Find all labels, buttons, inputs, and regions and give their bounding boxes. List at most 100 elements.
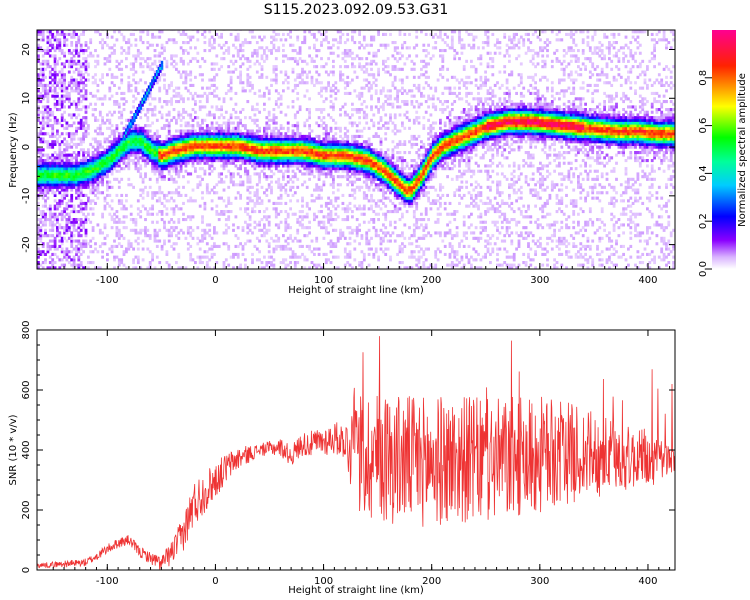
spectrogram-cell [336, 266, 340, 269]
spectrogram-cell [53, 121, 57, 125]
spectrogram-cell [108, 169, 112, 173]
spectrogram-cell [98, 145, 102, 149]
spectrogram-cell [141, 30, 145, 34]
spectrogram-cell [163, 83, 166, 87]
spectrogram-cell [194, 145, 197, 149]
spectrogram-cell [362, 172, 366, 176]
spectrogram-cell [279, 196, 283, 200]
spectrogram-cell [113, 75, 116, 79]
spectrogram-cell [127, 134, 131, 138]
spectrogram-cell [184, 78, 188, 82]
spectrogram-cell [177, 175, 181, 179]
spectrogram-cell [313, 46, 316, 50]
spectrogram-cell [186, 132, 190, 136]
spectrogram-cell [103, 236, 107, 240]
spectrogram-cell [227, 196, 231, 200]
spectrogram-cell [263, 91, 266, 95]
spectrogram-cell [72, 35, 76, 39]
spectrogram-cell [201, 132, 204, 136]
spectrogram-cell [146, 145, 150, 149]
spectrogram-cell [117, 67, 121, 71]
spectrogram-cell [172, 116, 176, 120]
spectrogram-cell [367, 247, 371, 251]
spectrogram-cell [67, 49, 71, 53]
spectrogram-cell [358, 91, 361, 95]
spectrogram-cell [348, 175, 352, 179]
spectrogram-cell [317, 185, 321, 189]
spectrogram-cell [39, 263, 43, 267]
spectrogram-cell [208, 223, 212, 227]
spectrogram-cell [282, 153, 285, 157]
spectrogram-cell [322, 156, 326, 160]
spectrogram-cell [213, 226, 216, 230]
spectrogram-cell [220, 126, 223, 130]
spectrogram-cell [63, 94, 66, 98]
spectrogram-cell [79, 183, 83, 187]
spectrogram-cell [75, 62, 78, 66]
spectrogram-cell [82, 94, 85, 98]
spectrogram-cell [79, 180, 83, 184]
spectrogram-cell [79, 75, 83, 79]
spectrogram-cell [134, 148, 138, 152]
spectrogram-cell [293, 78, 297, 82]
spectrogram-cell [224, 126, 228, 130]
spectrogram-cell [48, 228, 52, 232]
spectrogram-cell [360, 142, 364, 146]
spectrogram-cell [224, 110, 228, 114]
spectrogram-cell [282, 234, 285, 238]
spectrogram-cell [163, 49, 166, 53]
spectrogram-cell [310, 159, 314, 163]
spectrogram-cell [79, 70, 83, 74]
spectrogram-cell [125, 148, 128, 152]
spectrogram-cell [115, 226, 119, 230]
spectrogram-cell [234, 145, 238, 149]
spectrogram-cell [53, 78, 57, 82]
spectrogram-cell [153, 159, 157, 163]
spectrogram-cell [87, 172, 90, 176]
spectrogram-cell [67, 142, 71, 146]
spectrogram-cell [51, 145, 55, 149]
spectrogram-cell [65, 43, 69, 47]
spectrogram-cell [41, 97, 45, 101]
spectrogram-cell [65, 167, 69, 171]
spectrogram-cell [336, 236, 340, 240]
spectrogram-cell [53, 242, 57, 246]
spectrogram-cell [165, 100, 169, 104]
spectrogram-cell [224, 242, 228, 246]
spectrogram-cell [155, 81, 159, 85]
spectrogram-cell [108, 148, 112, 152]
spectrogram-cell [110, 132, 114, 136]
spectrogram-cell [37, 164, 40, 168]
spectrogram-cell [191, 140, 195, 144]
spectrogram-cell [353, 169, 357, 173]
spectrogram-cell [291, 43, 295, 47]
spectrogram-cell [98, 41, 102, 45]
spectrogram-cell [351, 161, 354, 165]
spectrogram-cell [232, 134, 235, 138]
spectrogram-cell [227, 151, 231, 155]
spectrogram-cell [239, 43, 242, 47]
spectrogram-cell [236, 244, 240, 248]
spectrogram-cell [84, 204, 88, 208]
spectrogram-cell [70, 263, 74, 267]
spectrogram-cell [222, 121, 226, 125]
spectrogram-cell [274, 116, 278, 120]
spectrogram-cell [291, 185, 295, 189]
spectrogram-cell [46, 191, 50, 195]
spectrogram-cell [267, 199, 271, 203]
spectrogram-cell [251, 161, 254, 165]
spectrogram-cell [334, 218, 338, 222]
spectrogram-cell [70, 244, 74, 248]
spectrogram-cell [272, 67, 276, 71]
spectrogram-cell [353, 151, 357, 155]
spectrogram-cell [224, 134, 228, 138]
spectrogram-cell [279, 126, 283, 130]
spectrogram-cell [301, 156, 304, 160]
spectrogram-cell [301, 159, 304, 163]
spectrogram-cell [77, 38, 81, 42]
spectrogram-cell [184, 75, 188, 79]
spectrogram-cell [96, 89, 100, 93]
spectrogram-cell [255, 132, 259, 136]
spectrogram-cell [75, 169, 78, 173]
spectrogram-cell [267, 161, 271, 165]
